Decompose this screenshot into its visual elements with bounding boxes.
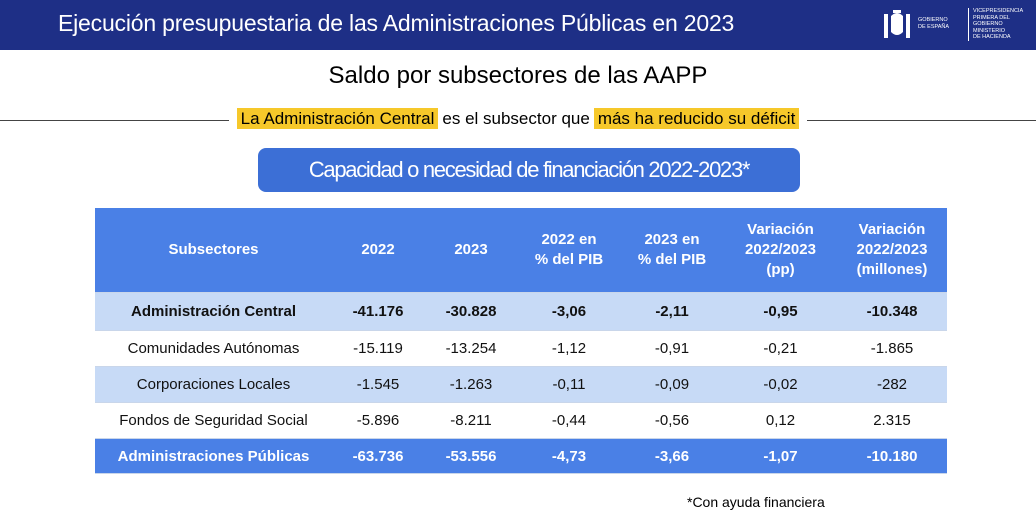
table-row: Corporaciones Locales -1.545 -1.263 -0,11 -0… bbox=[95, 366, 947, 403]
cell: -1.263 bbox=[424, 366, 518, 403]
logo-line: DE HACIENDA bbox=[973, 34, 1011, 40]
cell: -15.119 bbox=[332, 330, 424, 367]
cell: -0,44 bbox=[518, 402, 620, 439]
table-row: Administraciones Públicas -63.736 -53.556-… bbox=[95, 438, 947, 474]
subtitle: Saldo por subsectores de las AAPP bbox=[328, 62, 708, 89]
cell: 2.315 bbox=[837, 402, 947, 439]
cell: 0,12 bbox=[724, 402, 837, 439]
row-label: Administraciones Públicas bbox=[95, 438, 332, 474]
cell: -5.896 bbox=[332, 402, 424, 439]
header-row: Subsectores 2022 2023 2022 en % del PIB 2023… bbox=[95, 208, 947, 293]
emblem bbox=[884, 10, 910, 38]
table-caption: Capacidad o necesidad de financiación 20… bbox=[258, 148, 800, 192]
cell: -1,07 bbox=[724, 438, 837, 474]
cell: -0,95 bbox=[724, 292, 837, 331]
column-header: 2023 en % del PIB bbox=[620, 208, 724, 293]
headline-text: La Administración Central es el subsector… bbox=[228, 108, 808, 129]
column-header: 2023 bbox=[424, 208, 518, 293]
cell: -0,91 bbox=[620, 330, 724, 367]
cell: -0,09 bbox=[620, 366, 724, 403]
cell: -4,73 bbox=[518, 438, 620, 474]
row-label: Administración Central bbox=[95, 292, 332, 331]
logo-line: VICEPRESIDENCIA bbox=[973, 8, 1024, 14]
logo-text: GOBIERNO DE ESPAÑA bbox=[918, 17, 949, 30]
page-title: Ejecución presupuestaria de las Administ… bbox=[58, 10, 735, 36]
headline-part: es el subsector que bbox=[442, 109, 590, 128]
logo-line: MINISTERIO bbox=[973, 27, 1006, 34]
column-header: Variación 2022/2023 (millones) bbox=[837, 208, 947, 293]
header-bar: Ejecución presupuestaria de las Administ… bbox=[0, 0, 1036, 50]
highlight: más ha reducido su déficit bbox=[593, 108, 800, 129]
cell: -10.180 bbox=[837, 438, 947, 474]
footnote: *Con ayuda financiera bbox=[687, 494, 825, 510]
logo-line: DE ESPAÑA bbox=[918, 23, 950, 30]
cell: -8.211 bbox=[424, 402, 518, 439]
cell: -53.556 bbox=[424, 438, 518, 474]
row-label: Corporaciones Locales bbox=[95, 366, 332, 403]
table-row: Administración Central -41.176 -30.828 -3,0… bbox=[95, 292, 947, 331]
cell: -13.254 bbox=[424, 330, 518, 367]
cell: -0,21 bbox=[724, 330, 837, 367]
cell: -30.828 bbox=[424, 292, 518, 331]
row-label: Fondos de Seguridad Social bbox=[95, 402, 332, 439]
cell: -0,02 bbox=[724, 366, 837, 403]
logo-text: VICEPRESIDENCIA PRIMERA DEL GOBIERNO MINIS… bbox=[968, 8, 1036, 41]
column-header: Variación 2022/2023 (pp) bbox=[724, 208, 837, 293]
cell: -3,06 bbox=[518, 292, 620, 331]
table-row: Fondos de Seguridad Social -5.896 -8.211 -0… bbox=[95, 402, 947, 439]
row-label: Comunidades Autónomas bbox=[95, 330, 332, 367]
table-row: Comunidades Autónomas -15.119 -13.254 -1,12… bbox=[95, 330, 947, 367]
cell: -63.736 bbox=[332, 438, 424, 474]
cell: -1,12 bbox=[518, 330, 620, 367]
cell: -10.348 bbox=[837, 292, 947, 331]
column-header: 2022 bbox=[332, 208, 424, 293]
cell: -1.865 bbox=[837, 330, 947, 367]
cell: -3,66 bbox=[620, 438, 724, 474]
logo-line: GOBIERNO bbox=[918, 17, 948, 23]
cell: -282 bbox=[837, 366, 947, 403]
cell: -2,11 bbox=[620, 292, 724, 331]
cell: -1.545 bbox=[332, 366, 424, 403]
column-header: 2022 en % del PIB bbox=[518, 208, 620, 293]
cell: -41.176 bbox=[332, 292, 424, 331]
column-header: Subsectores bbox=[95, 208, 332, 293]
highlight: La Administración Central bbox=[236, 108, 439, 129]
cell: -0,56 bbox=[620, 402, 724, 439]
headline: La Administración Central es el subsector… bbox=[0, 108, 1036, 129]
data-table: Subsectores 2022 2023 2022 en % del PIB 2023… bbox=[95, 208, 947, 474]
cell: -0,11 bbox=[518, 366, 620, 403]
logo-line: PRIMERA DEL GOBIERNO bbox=[973, 14, 1010, 28]
